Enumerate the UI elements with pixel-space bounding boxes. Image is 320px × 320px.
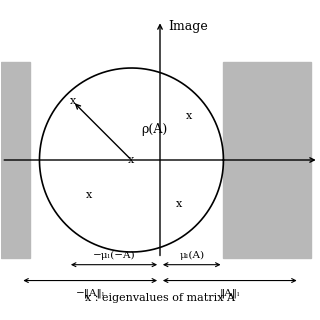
Text: μₗ(A): μₗ(A) — [179, 251, 204, 260]
Text: ρ(A): ρ(A) — [141, 123, 167, 136]
Text: x: x — [70, 96, 76, 106]
Text: x : eigenvalues of matrix A: x : eigenvalues of matrix A — [85, 293, 235, 303]
Bar — [1, 62, 30, 258]
Text: −‖A‖ₗ: −‖A‖ₗ — [76, 288, 105, 298]
Text: Image: Image — [168, 20, 208, 33]
Text: ‖A‖ₗ: ‖A‖ₗ — [220, 288, 240, 298]
Text: −μₗ(−A): −μₗ(−A) — [93, 251, 135, 260]
Text: x: x — [128, 155, 135, 165]
Text: x: x — [85, 190, 92, 200]
Text: x: x — [176, 199, 182, 209]
Text: x: x — [185, 111, 192, 121]
Bar — [223, 62, 311, 258]
